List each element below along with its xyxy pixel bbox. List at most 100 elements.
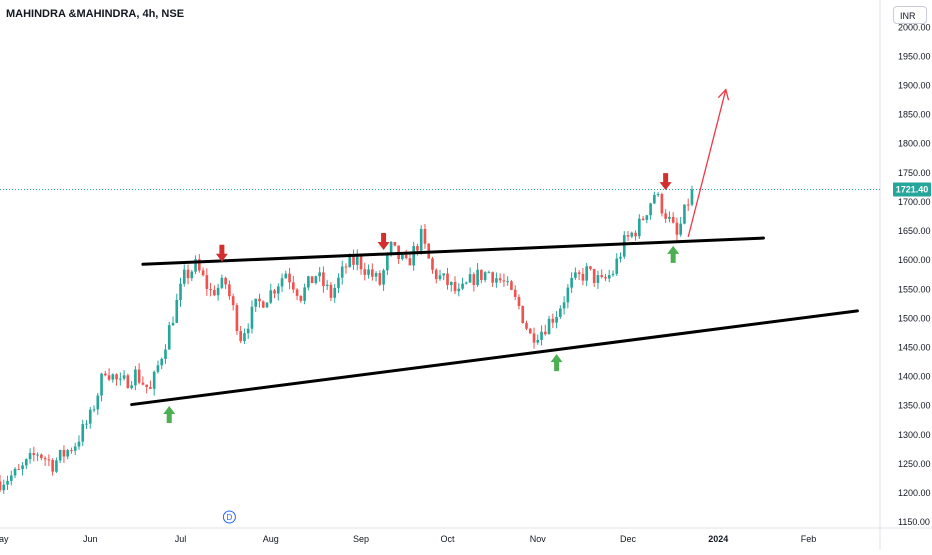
up-arrow-marker[interactable] — [550, 354, 563, 372]
candle-body — [179, 283, 182, 300]
candle-body — [243, 333, 246, 342]
candle-body — [329, 284, 333, 298]
candle-body — [254, 298, 258, 307]
dividend-marker-icon[interactable] — [222, 510, 236, 524]
y-tick-label: 1250.00 — [898, 459, 931, 469]
candle-body — [649, 203, 652, 216]
candle-body — [111, 374, 115, 380]
candle-body — [562, 302, 566, 309]
candle-body — [431, 258, 434, 270]
lower-trendline[interactable] — [130, 309, 859, 407]
candle-body — [491, 272, 494, 283]
candle-body — [611, 273, 615, 276]
candle-body — [73, 446, 77, 451]
down-arrow-marker[interactable] — [659, 173, 672, 191]
candle-body — [224, 277, 227, 285]
candle-body — [337, 277, 340, 288]
candle-body — [190, 271, 194, 279]
down-arrow-marker[interactable] — [215, 244, 228, 262]
candle-body — [566, 287, 570, 303]
candle-body — [446, 273, 449, 286]
candle-body — [495, 278, 498, 283]
candle-body — [198, 259, 201, 271]
y-tick-label: 1650.00 — [898, 226, 931, 236]
candle-body — [442, 273, 446, 276]
candle-body — [280, 278, 284, 287]
candle-body — [596, 275, 600, 283]
x-axis[interactable]: May Jun Jul Aug Sep Oct Nov Dec 2024 Feb — [0, 534, 816, 544]
candle-body — [239, 331, 242, 342]
candle-body — [480, 269, 483, 281]
candle-body — [653, 194, 656, 204]
candle-body — [137, 369, 141, 383]
upper-trendline[interactable] — [141, 236, 765, 266]
candle-body — [453, 282, 457, 292]
y-tick-label: 2000.00 — [898, 22, 931, 32]
candle-body — [201, 270, 205, 276]
y-tick-label: 1450.00 — [898, 343, 931, 353]
y-tick-label: 1700.00 — [898, 197, 931, 207]
currency-button[interactable]: INR — [893, 6, 927, 24]
candle-body — [483, 272, 487, 281]
candle-body — [615, 258, 619, 274]
candle-body — [310, 276, 314, 284]
up-arrow-marker[interactable] — [163, 405, 176, 423]
candle-body — [547, 318, 551, 335]
candle-body — [250, 306, 254, 329]
candle-body — [604, 277, 607, 279]
y-axis[interactable]: 2000.00 1950.00 1900.00 1850.00 1800.00 1750.… — [893, 22, 931, 527]
candle-body — [100, 373, 103, 396]
candle-body — [55, 460, 58, 472]
candle-body — [382, 270, 385, 285]
x-tick-label: Aug — [263, 534, 279, 544]
candle-body — [686, 204, 690, 206]
candle-body — [408, 258, 412, 266]
candle-body — [28, 453, 32, 460]
candle-body — [679, 223, 682, 235]
candle-body — [393, 241, 397, 246]
candle-body — [303, 287, 306, 301]
candle-body — [2, 484, 6, 491]
candle-body — [141, 382, 145, 385]
candle-body — [0, 481, 2, 491]
candle-body — [434, 269, 438, 280]
candle-body — [295, 289, 299, 296]
candle-body — [559, 308, 562, 317]
candle-body — [318, 272, 321, 277]
candle-body — [333, 287, 337, 298]
candle-body — [506, 281, 510, 283]
projection-arrow-line[interactable] — [687, 89, 727, 238]
candle-body — [288, 273, 291, 283]
candle-body — [641, 218, 645, 220]
candle-body — [355, 256, 359, 265]
candle-body — [668, 216, 671, 219]
candle-body — [461, 283, 464, 289]
down-arrow-marker[interactable] — [377, 233, 390, 251]
candle-body — [96, 395, 100, 410]
candle-body — [9, 475, 13, 481]
candle-body — [149, 386, 152, 389]
y-tick-label: 1950.00 — [898, 51, 931, 61]
candle-body — [465, 282, 468, 284]
candle-body — [231, 296, 235, 306]
candle-body — [164, 349, 167, 359]
candle-body — [6, 480, 9, 485]
up-arrow-marker[interactable] — [667, 245, 680, 263]
candle-body — [577, 272, 581, 274]
candle-body — [115, 374, 118, 380]
x-tick-label: Feb — [801, 534, 817, 544]
candle-body — [521, 305, 525, 324]
x-tick-label: May — [0, 534, 9, 544]
candle-body — [325, 284, 329, 287]
candle-body — [585, 266, 588, 281]
candle-body — [273, 290, 276, 294]
candle-body — [472, 274, 476, 286]
candle-body — [126, 375, 130, 389]
candle-body — [401, 254, 404, 260]
candle-body — [269, 290, 273, 303]
candle-body — [258, 298, 261, 302]
candle-body — [284, 273, 288, 279]
y-tick-label: 1400.00 — [898, 372, 931, 382]
